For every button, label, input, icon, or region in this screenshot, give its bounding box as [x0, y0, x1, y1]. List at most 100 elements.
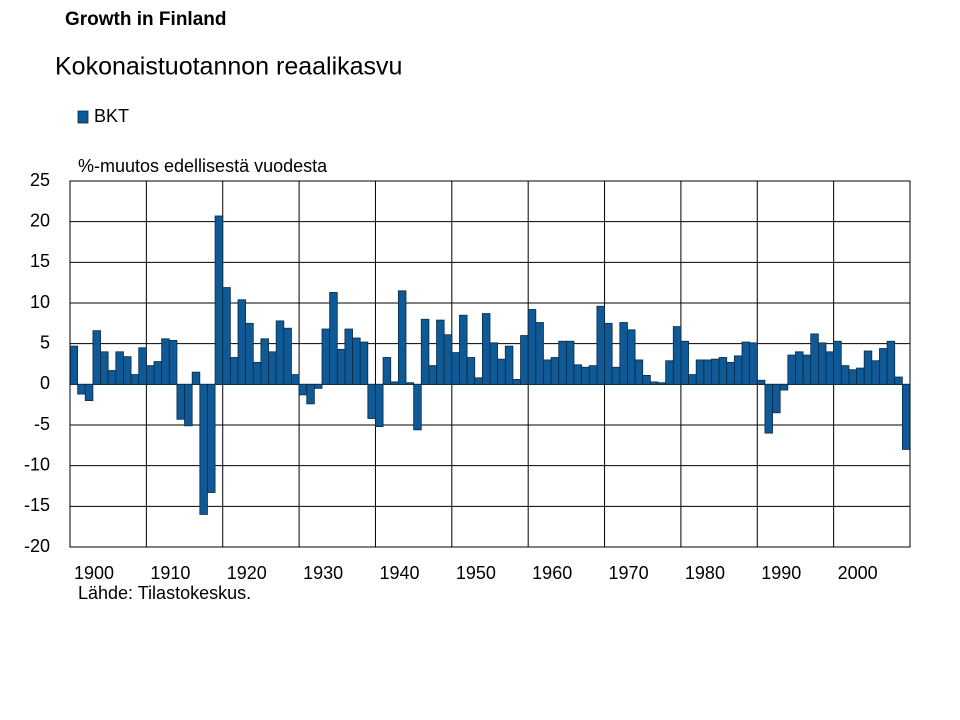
x-tick-label: 1900	[74, 563, 114, 583]
bar	[84, 383, 94, 402]
bar	[833, 340, 842, 385]
bar	[787, 354, 796, 385]
bar	[497, 358, 506, 385]
bar	[161, 338, 170, 385]
bar	[535, 322, 544, 385]
bar	[879, 348, 888, 385]
bar	[229, 357, 239, 385]
bar	[901, 383, 911, 450]
bar	[863, 350, 873, 385]
bar	[481, 313, 491, 385]
bar	[680, 340, 689, 385]
bar	[405, 382, 415, 385]
bar	[107, 370, 117, 385]
bar	[817, 342, 827, 385]
bar	[344, 328, 353, 385]
bar	[848, 369, 857, 385]
bar	[214, 215, 224, 385]
bar	[779, 383, 789, 391]
bar	[352, 337, 361, 385]
bar	[145, 365, 155, 385]
bar	[772, 383, 781, 414]
bar	[153, 361, 163, 385]
bar	[733, 355, 743, 385]
bar	[474, 377, 483, 385]
bar	[77, 383, 86, 395]
bar	[642, 374, 651, 385]
source: Lähde: Tilastokeskus.	[78, 583, 251, 603]
bar	[581, 366, 590, 385]
bar	[420, 318, 430, 385]
y-tick-label: 15	[30, 251, 50, 271]
bar	[672, 326, 682, 385]
x-tick-label: 1910	[150, 563, 190, 583]
bar	[802, 354, 812, 385]
plot-border	[69, 180, 911, 548]
bar	[336, 348, 346, 385]
chart-title: Kokonaistuotannon reaalikasvu	[55, 53, 402, 81]
x-tick-label: 1940	[379, 563, 419, 583]
y-tick-label: 25	[30, 170, 50, 190]
bar	[588, 365, 598, 385]
bar	[283, 327, 292, 385]
bar	[222, 287, 231, 385]
bar	[604, 322, 613, 385]
bar	[306, 383, 315, 405]
bar	[871, 360, 880, 385]
bar	[665, 360, 674, 385]
bar	[252, 361, 262, 385]
bar	[443, 334, 453, 385]
page-title: Growth in Finland	[65, 9, 226, 30]
y-tick-label: 0	[40, 373, 50, 393]
bar	[711, 358, 720, 385]
bar	[688, 374, 697, 385]
bar	[756, 379, 766, 385]
x-tick-label: 1930	[303, 563, 343, 583]
bar	[504, 345, 514, 385]
bar	[184, 383, 193, 427]
bar	[245, 322, 254, 385]
bar	[695, 359, 705, 385]
x-tick-label: 1950	[456, 563, 496, 583]
bar	[207, 383, 216, 493]
bar	[741, 341, 751, 385]
bar	[550, 357, 560, 385]
y-tick-label: -20	[24, 536, 50, 556]
bar	[123, 356, 132, 385]
bar	[321, 328, 331, 385]
bar	[375, 383, 384, 428]
bar	[596, 305, 605, 385]
bar	[115, 351, 124, 385]
bar	[894, 376, 903, 385]
bar	[459, 314, 468, 385]
bar	[168, 340, 178, 385]
bar	[428, 365, 437, 385]
bar	[703, 359, 712, 385]
bar	[313, 383, 323, 389]
x-tick-label: 1980	[685, 563, 725, 583]
bar	[520, 335, 529, 385]
bar	[329, 292, 338, 385]
bar	[138, 347, 147, 385]
bar	[611, 366, 621, 385]
bar	[649, 381, 659, 385]
bar	[291, 374, 300, 385]
bar	[92, 330, 101, 385]
y-tick-label: -5	[34, 414, 50, 434]
bar	[176, 383, 185, 420]
bar	[718, 357, 728, 385]
bar	[260, 338, 269, 385]
bar	[367, 383, 376, 419]
x-tick-label: 1960	[532, 563, 572, 583]
bar	[856, 367, 865, 385]
bar	[237, 299, 247, 385]
bar	[573, 364, 583, 385]
bar	[764, 383, 773, 434]
bar	[627, 329, 636, 385]
bar	[489, 342, 499, 385]
bar	[390, 381, 399, 385]
bar	[749, 342, 758, 385]
bar	[130, 374, 140, 385]
x-tick-label: 2000	[838, 563, 878, 583]
x-tick-label: 1970	[609, 563, 649, 583]
